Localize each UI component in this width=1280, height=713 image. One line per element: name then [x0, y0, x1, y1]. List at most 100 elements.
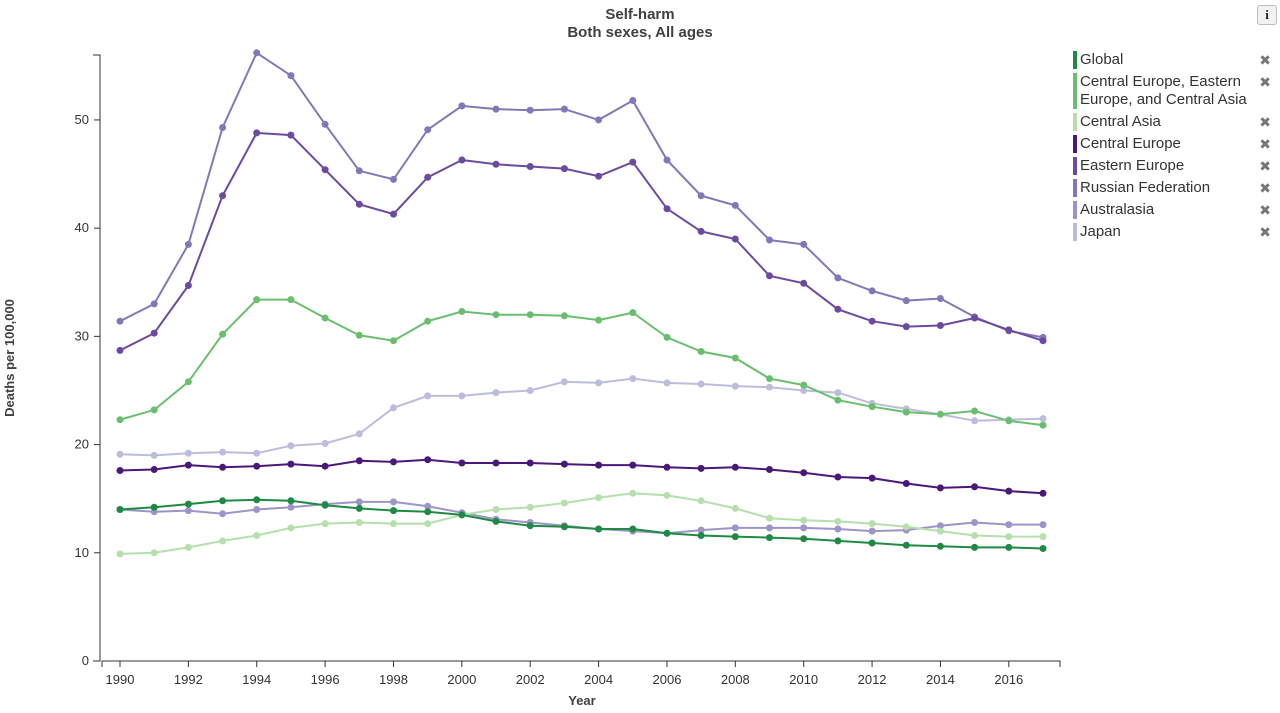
- data-point-central-europe[interactable]: [287, 460, 295, 468]
- data-point-central-europe-eastern-europe-and-central-asia[interactable]: [936, 410, 944, 418]
- data-point-global[interactable]: [526, 522, 534, 530]
- data-point-australasia[interactable]: [1039, 521, 1047, 529]
- data-point-global[interactable]: [150, 503, 158, 511]
- data-point-eastern-europe[interactable]: [355, 200, 363, 208]
- data-point-japan[interactable]: [287, 442, 295, 450]
- data-point-central-europe-eastern-europe-and-central-asia[interactable]: [287, 296, 295, 304]
- data-point-central-europe-eastern-europe-and-central-asia[interactable]: [697, 348, 705, 355]
- data-point-japan[interactable]: [766, 383, 773, 391]
- data-point-russian-federation[interactable]: [424, 126, 432, 134]
- data-point-japan[interactable]: [971, 417, 979, 425]
- data-point-central-asia[interactable]: [492, 506, 500, 513]
- remove-series-icon[interactable]: ✖: [1259, 136, 1271, 152]
- data-point-japan[interactable]: [458, 392, 466, 400]
- data-point-global[interactable]: [731, 533, 739, 541]
- data-point-central-europe[interactable]: [663, 463, 671, 471]
- data-point-australasia[interactable]: [1005, 521, 1013, 529]
- data-point-eastern-europe[interactable]: [800, 279, 808, 287]
- data-point-russian-federation[interactable]: [800, 240, 808, 248]
- data-point-central-europe[interactable]: [219, 463, 227, 471]
- data-point-global[interactable]: [355, 504, 363, 512]
- data-point-central-europe-eastern-europe-and-central-asia[interactable]: [731, 354, 739, 362]
- data-point-russian-federation[interactable]: [253, 49, 261, 57]
- data-point-japan[interactable]: [629, 375, 637, 383]
- data-point-central-europe[interactable]: [116, 467, 124, 474]
- data-point-central-asia[interactable]: [595, 494, 603, 502]
- data-point-russian-federation[interactable]: [150, 300, 158, 308]
- data-point-central-asia[interactable]: [184, 543, 192, 551]
- data-point-central-europe-eastern-europe-and-central-asia[interactable]: [150, 406, 158, 414]
- data-point-central-europe-eastern-europe-and-central-asia[interactable]: [219, 330, 227, 338]
- data-point-japan[interactable]: [492, 389, 500, 397]
- legend-item[interactable]: Global ✖: [1073, 51, 1280, 69]
- data-point-central-europe[interactable]: [1039, 489, 1047, 497]
- data-point-japan[interactable]: [390, 404, 397, 412]
- data-point-central-europe[interactable]: [834, 473, 842, 481]
- data-point-australasia[interactable]: [219, 510, 227, 518]
- data-point-central-asia[interactable]: [526, 503, 534, 511]
- data-point-central-asia[interactable]: [253, 532, 261, 539]
- data-point-russian-federation[interactable]: [766, 236, 773, 244]
- data-point-central-europe-eastern-europe-and-central-asia[interactable]: [971, 407, 979, 415]
- data-point-global[interactable]: [834, 537, 842, 545]
- data-point-central-europe[interactable]: [321, 462, 329, 470]
- data-point-japan[interactable]: [253, 449, 261, 457]
- data-point-central-europe-eastern-europe-and-central-asia[interactable]: [116, 416, 124, 424]
- info-button[interactable]: i: [1257, 5, 1277, 25]
- data-point-central-europe-eastern-europe-and-central-asia[interactable]: [663, 333, 671, 341]
- data-point-eastern-europe[interactable]: [184, 282, 192, 289]
- data-point-central-europe[interactable]: [731, 463, 739, 471]
- data-point-central-europe[interactable]: [150, 466, 158, 473]
- data-point-central-europe-eastern-europe-and-central-asia[interactable]: [253, 296, 261, 304]
- data-point-australasia[interactable]: [766, 524, 773, 532]
- data-point-japan[interactable]: [731, 382, 739, 390]
- data-point-japan[interactable]: [595, 379, 603, 387]
- data-point-russian-federation[interactable]: [390, 175, 397, 183]
- data-point-central-asia[interactable]: [1039, 533, 1047, 541]
- data-point-global[interactable]: [253, 496, 261, 504]
- data-point-eastern-europe[interactable]: [492, 160, 500, 168]
- data-point-central-europe[interactable]: [560, 460, 568, 468]
- data-point-eastern-europe[interactable]: [219, 192, 227, 200]
- data-point-central-europe-eastern-europe-and-central-asia[interactable]: [800, 381, 808, 389]
- data-point-global[interactable]: [390, 507, 397, 515]
- data-point-eastern-europe[interactable]: [287, 131, 295, 139]
- remove-series-icon[interactable]: ✖: [1259, 74, 1271, 90]
- data-point-global[interactable]: [219, 497, 227, 505]
- data-point-global[interactable]: [458, 511, 466, 519]
- data-point-central-europe[interactable]: [390, 458, 397, 466]
- data-point-central-europe[interactable]: [492, 459, 500, 467]
- data-point-australasia[interactable]: [390, 498, 397, 506]
- data-point-central-europe[interactable]: [184, 461, 192, 469]
- remove-series-icon[interactable]: ✖: [1259, 52, 1271, 68]
- data-point-central-europe-eastern-europe-and-central-asia[interactable]: [868, 403, 876, 411]
- data-point-central-europe[interactable]: [1005, 487, 1013, 495]
- data-point-eastern-europe[interactable]: [253, 129, 261, 137]
- legend-item[interactable]: Central Europe ✖: [1073, 135, 1280, 153]
- data-point-eastern-europe[interactable]: [560, 165, 568, 173]
- data-point-japan[interactable]: [424, 392, 432, 400]
- data-point-central-asia[interactable]: [731, 504, 739, 512]
- remove-series-icon[interactable]: ✖: [1259, 224, 1271, 240]
- data-point-central-europe[interactable]: [629, 461, 637, 469]
- data-point-russian-federation[interactable]: [629, 97, 637, 104]
- data-point-eastern-europe[interactable]: [424, 173, 432, 181]
- data-point-central-asia[interactable]: [560, 499, 568, 507]
- data-point-central-asia[interactable]: [834, 517, 842, 525]
- data-point-global[interactable]: [116, 506, 124, 513]
- data-point-japan[interactable]: [219, 448, 227, 456]
- data-point-central-asia[interactable]: [766, 514, 773, 522]
- data-point-eastern-europe[interactable]: [902, 323, 910, 331]
- data-point-central-europe-eastern-europe-and-central-asia[interactable]: [595, 316, 603, 324]
- data-point-global[interactable]: [560, 523, 568, 531]
- data-point-central-asia[interactable]: [287, 524, 295, 532]
- data-point-central-asia[interactable]: [355, 519, 363, 526]
- data-point-eastern-europe[interactable]: [731, 235, 739, 243]
- data-point-central-asia[interactable]: [629, 489, 637, 497]
- data-point-australasia[interactable]: [800, 524, 808, 532]
- data-point-central-asia[interactable]: [150, 549, 158, 557]
- data-point-global[interactable]: [800, 535, 808, 543]
- remove-series-icon[interactable]: ✖: [1259, 202, 1271, 218]
- data-point-eastern-europe[interactable]: [936, 322, 944, 329]
- data-point-global[interactable]: [1039, 545, 1047, 552]
